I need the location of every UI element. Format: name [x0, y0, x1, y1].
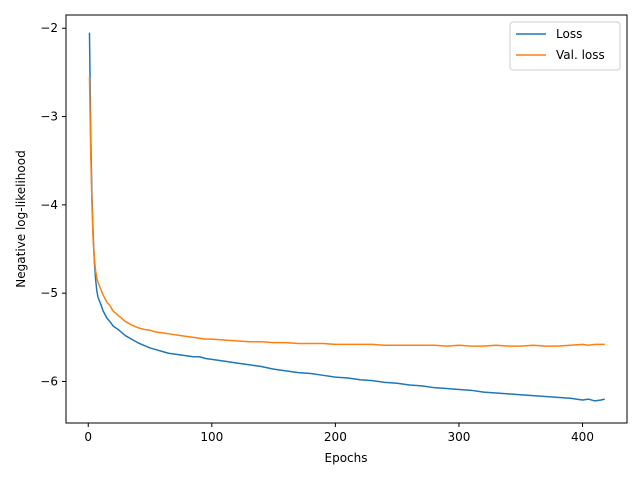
- series-line-val-loss: [88, 76, 605, 347]
- x-tick-label: 100: [200, 430, 223, 444]
- series-layer: [88, 32, 605, 402]
- y-tick-label: −3: [40, 110, 58, 124]
- y-tick-label: −4: [40, 198, 58, 212]
- y-tick-label: −2: [40, 21, 58, 35]
- x-tick-label: 200: [324, 430, 347, 444]
- plot-frame: [65, 14, 628, 424]
- x-tick-label: 0: [84, 430, 92, 444]
- x-tick-label: 400: [571, 430, 594, 444]
- legend-label-loss: Loss: [556, 27, 582, 41]
- y-axis-label: Negative log-likelihood: [14, 150, 28, 287]
- ticks-layer: 0 100 200 300 400 −6 −5 −4 −3 −2: [40, 21, 594, 444]
- series-line-loss: [88, 32, 605, 402]
- y-tick-label: −6: [40, 374, 58, 388]
- legend-label-val-loss: Val. loss: [556, 48, 605, 62]
- y-tick-label: −5: [40, 286, 58, 300]
- x-tick-label: 300: [447, 430, 470, 444]
- x-axis-label: Epochs: [325, 451, 368, 465]
- legend: Loss Val. loss: [509, 21, 621, 71]
